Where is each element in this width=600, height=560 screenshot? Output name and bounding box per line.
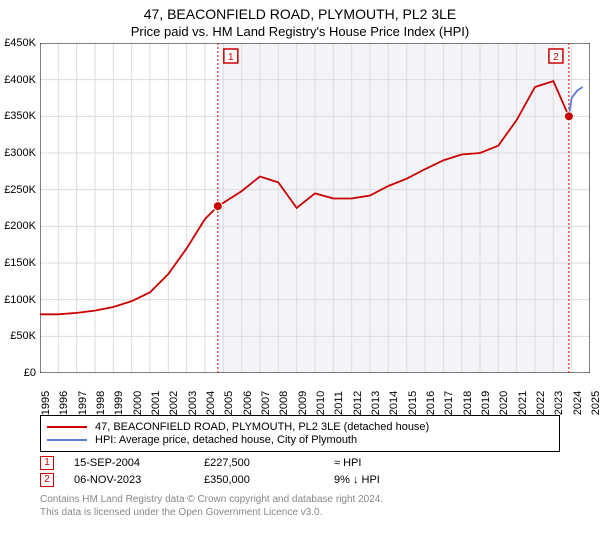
x-tick-label: 1999 <box>113 391 125 415</box>
x-tick-label: 2019 <box>480 391 492 415</box>
x-tick-label: 1996 <box>58 391 70 415</box>
x-tick-label: 2012 <box>352 391 364 415</box>
x-tick-label: 2020 <box>498 391 510 415</box>
legend-swatch <box>47 439 87 441</box>
x-tick-label: 2001 <box>150 391 162 415</box>
x-tick-label: 2016 <box>425 391 437 415</box>
x-tick-label: 2015 <box>407 391 419 415</box>
marker-box: 2 <box>40 473 54 487</box>
x-tick-label: 2007 <box>260 391 272 415</box>
x-tick-label: 2002 <box>168 391 180 415</box>
x-tick-label: 2010 <box>315 391 327 415</box>
y-tick-label: £0 <box>24 367 36 379</box>
legend-label: 47, BEACONFIELD ROAD, PLYMOUTH, PL2 3LE … <box>95 421 429 433</box>
table-row: 2 06-NOV-2023£350,0009% ↓ HPI <box>40 473 560 487</box>
footer-line-2: This data is licensed under the Open Gov… <box>40 506 560 519</box>
x-tick-label: 2000 <box>132 391 144 415</box>
x-tick-label: 2021 <box>517 391 529 415</box>
y-tick-label: £100K <box>4 294 36 306</box>
y-tick-label: £450K <box>4 37 36 49</box>
x-tick-label: 2022 <box>535 391 547 415</box>
footer: Contains HM Land Registry data © Crown c… <box>40 493 560 519</box>
x-tick-label: 2003 <box>187 391 199 415</box>
legend: 47, BEACONFIELD ROAD, PLYMOUTH, PL2 3LE … <box>40 415 560 452</box>
chart-svg: 12 <box>40 43 590 373</box>
footer-line-1: Contains HM Land Registry data © Crown c… <box>40 493 560 506</box>
svg-text:1: 1 <box>228 52 234 63</box>
transaction-table: 1 15-SEP-2004£227,500≈ HPI 2 06-NOV-2023£35… <box>40 456 560 487</box>
y-axis: £0£50K£100K£150K£200K£250K£300K£350K£400… <box>0 43 38 373</box>
x-tick-label: 2024 <box>572 391 584 415</box>
x-tick-label: 2005 <box>223 391 235 415</box>
x-tick-label: 2006 <box>242 391 254 415</box>
legend-label: HPI: Average price, detached house, City… <box>95 434 357 446</box>
x-tick-label: 1998 <box>95 391 107 415</box>
x-axis: 1995199619971998199920002001200220032004… <box>40 373 590 409</box>
x-tick-label: 2013 <box>370 391 382 415</box>
x-tick-label: 2025 <box>590 391 600 415</box>
y-tick-label: £250K <box>4 184 36 196</box>
x-tick-label: 2017 <box>443 391 455 415</box>
y-tick-label: £350K <box>4 110 36 122</box>
transaction-change: ≈ HPI <box>334 457 464 469</box>
chart-title: 47, BEACONFIELD ROAD, PLYMOUTH, PL2 3LE <box>0 0 600 22</box>
chart-plot-area: £0£50K£100K£150K£200K£250K£300K£350K£400… <box>40 43 590 373</box>
x-tick-label: 2004 <box>205 391 217 415</box>
x-tick-label: 2014 <box>388 391 400 415</box>
transaction-change: 9% ↓ HPI <box>334 474 464 486</box>
x-tick-label: 2008 <box>278 391 290 415</box>
y-tick-label: £150K <box>4 257 36 269</box>
y-tick-label: £200K <box>4 220 36 232</box>
legend-row: 47, BEACONFIELD ROAD, PLYMOUTH, PL2 3LE … <box>47 421 553 433</box>
x-tick-label: 1997 <box>77 391 89 415</box>
legend-swatch <box>47 426 87 428</box>
x-tick-label: 1995 <box>40 391 52 415</box>
y-tick-label: £400K <box>4 74 36 86</box>
transaction-price: £227,500 <box>204 457 334 469</box>
transaction-price: £350,000 <box>204 474 334 486</box>
x-tick-label: 2009 <box>297 391 309 415</box>
chart-subtitle: Price paid vs. HM Land Registry's House … <box>0 22 600 43</box>
legend-row: HPI: Average price, detached house, City… <box>47 434 553 446</box>
transaction-date: 15-SEP-2004 <box>74 457 204 469</box>
svg-text:2: 2 <box>553 52 559 63</box>
y-tick-label: £300K <box>4 147 36 159</box>
x-tick-label: 2011 <box>333 391 345 415</box>
x-tick-label: 2023 <box>553 391 565 415</box>
x-tick-label: 2018 <box>462 391 474 415</box>
transaction-date: 06-NOV-2023 <box>74 474 204 486</box>
marker-box: 1 <box>40 456 54 470</box>
y-tick-label: £50K <box>10 330 36 342</box>
table-row: 1 15-SEP-2004£227,500≈ HPI <box>40 456 560 470</box>
